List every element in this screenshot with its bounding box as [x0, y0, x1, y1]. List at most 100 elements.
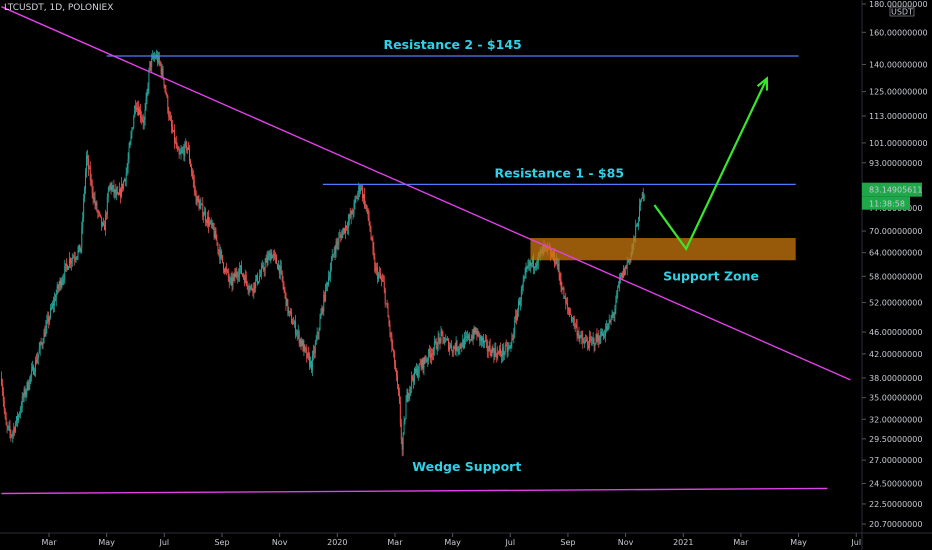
- candle-body: [639, 205, 640, 222]
- candle-body: [40, 342, 42, 344]
- candle-body: [274, 254, 276, 255]
- candle-body: [526, 266, 528, 269]
- candle-body: [397, 384, 399, 393]
- candle-body: [174, 141, 176, 143]
- candle-body: [146, 91, 148, 98]
- candle-body: [132, 127, 134, 130]
- candle-body: [166, 94, 168, 96]
- candle-body: [607, 323, 609, 330]
- price-axis: 180.00000000 160.00000000 140.00000000 125.…: [862, 0, 928, 529]
- candle-body: [581, 334, 583, 338]
- candle-body: [429, 349, 431, 354]
- candle-body: [565, 297, 567, 303]
- candle-body: [143, 120, 145, 124]
- candle-body: [173, 130, 175, 143]
- candle-body: [345, 225, 346, 234]
- candle-body: [328, 277, 330, 279]
- candle-body: [495, 348, 497, 355]
- candle-body: [410, 386, 412, 389]
- candle-body: [400, 423, 402, 440]
- candle-body: [434, 340, 436, 342]
- candle-body: [396, 370, 397, 376]
- candle-body: [624, 265, 626, 275]
- candle-body: [171, 120, 173, 127]
- candle-body: [471, 335, 473, 340]
- candle-body: [170, 116, 172, 121]
- candle-body: [291, 313, 293, 324]
- price-tick-label: 93.00000000: [869, 159, 922, 168]
- candle-body: [385, 303, 387, 305]
- candle-body: [475, 330, 477, 333]
- candle-body: [109, 184, 111, 187]
- candle-body: [292, 323, 294, 325]
- candle-body: [135, 106, 137, 108]
- candle-body: [318, 330, 320, 334]
- candle-body: [218, 249, 220, 251]
- price-tick-label: 125.00000000: [869, 88, 928, 97]
- candle-body: [167, 95, 169, 112]
- candle-body: [191, 171, 193, 177]
- candle-body: [395, 364, 397, 371]
- candle-body: [47, 316, 49, 321]
- candle-body: [289, 311, 291, 312]
- candle-body: [227, 271, 229, 278]
- candle-body: [351, 211, 353, 215]
- candle-body: [511, 338, 513, 343]
- candle-body: [260, 267, 262, 275]
- candle-body: [324, 294, 326, 301]
- candle-body: [237, 275, 239, 277]
- candle-body: [608, 319, 610, 324]
- candle-body: [415, 368, 417, 373]
- candle-body: [447, 339, 449, 340]
- candle-body: [331, 254, 333, 261]
- candle-body: [74, 258, 76, 260]
- candle-body: [509, 346, 511, 348]
- candle-body: [528, 262, 530, 266]
- candle-body: [26, 382, 28, 392]
- candle-body: [402, 433, 404, 450]
- candle-body: [229, 279, 231, 282]
- candle-body: [530, 262, 532, 266]
- candle-body: [250, 286, 252, 288]
- candle-body: [81, 227, 83, 249]
- candle-body: [474, 327, 476, 333]
- candle-body: [594, 344, 596, 346]
- candle-body: [333, 251, 335, 255]
- candle-body: [62, 279, 64, 282]
- candle-body: [430, 353, 432, 358]
- candle-body: [412, 376, 414, 379]
- candle-body: [490, 353, 492, 357]
- candle-body: [119, 189, 121, 195]
- candle-body: [215, 231, 217, 241]
- price-tick-label: 24.50000000: [869, 479, 922, 488]
- price-tick-label: 38.00000000: [869, 374, 922, 383]
- candle-body: [155, 57, 156, 58]
- candle-body: [598, 335, 600, 342]
- candle-body: [72, 257, 74, 259]
- candle-body: [66, 263, 68, 266]
- price-tick-label: 58.00000000: [869, 272, 922, 281]
- candle-body: [335, 242, 337, 254]
- candle-body: [563, 287, 565, 299]
- candle-body: [76, 256, 78, 259]
- candle-body: [465, 336, 466, 338]
- candle-body: [394, 351, 396, 365]
- candle-body: [618, 284, 620, 288]
- candle-body: [338, 237, 340, 244]
- candle-body: [118, 193, 120, 195]
- candle-body: [623, 268, 625, 275]
- candle-body: [514, 319, 516, 334]
- candle-body: [225, 268, 226, 273]
- candle-body: [79, 244, 81, 252]
- candle-body: [505, 345, 507, 346]
- candle-body: [321, 308, 323, 315]
- candle-body: [524, 272, 526, 278]
- candle-body: [432, 349, 434, 355]
- candle-body: [14, 428, 16, 432]
- time-tick-label: 2021: [673, 538, 693, 547]
- candle-body: [36, 358, 38, 363]
- candle-body: [284, 289, 286, 293]
- candle-body: [311, 355, 313, 371]
- candle-body: [492, 347, 494, 351]
